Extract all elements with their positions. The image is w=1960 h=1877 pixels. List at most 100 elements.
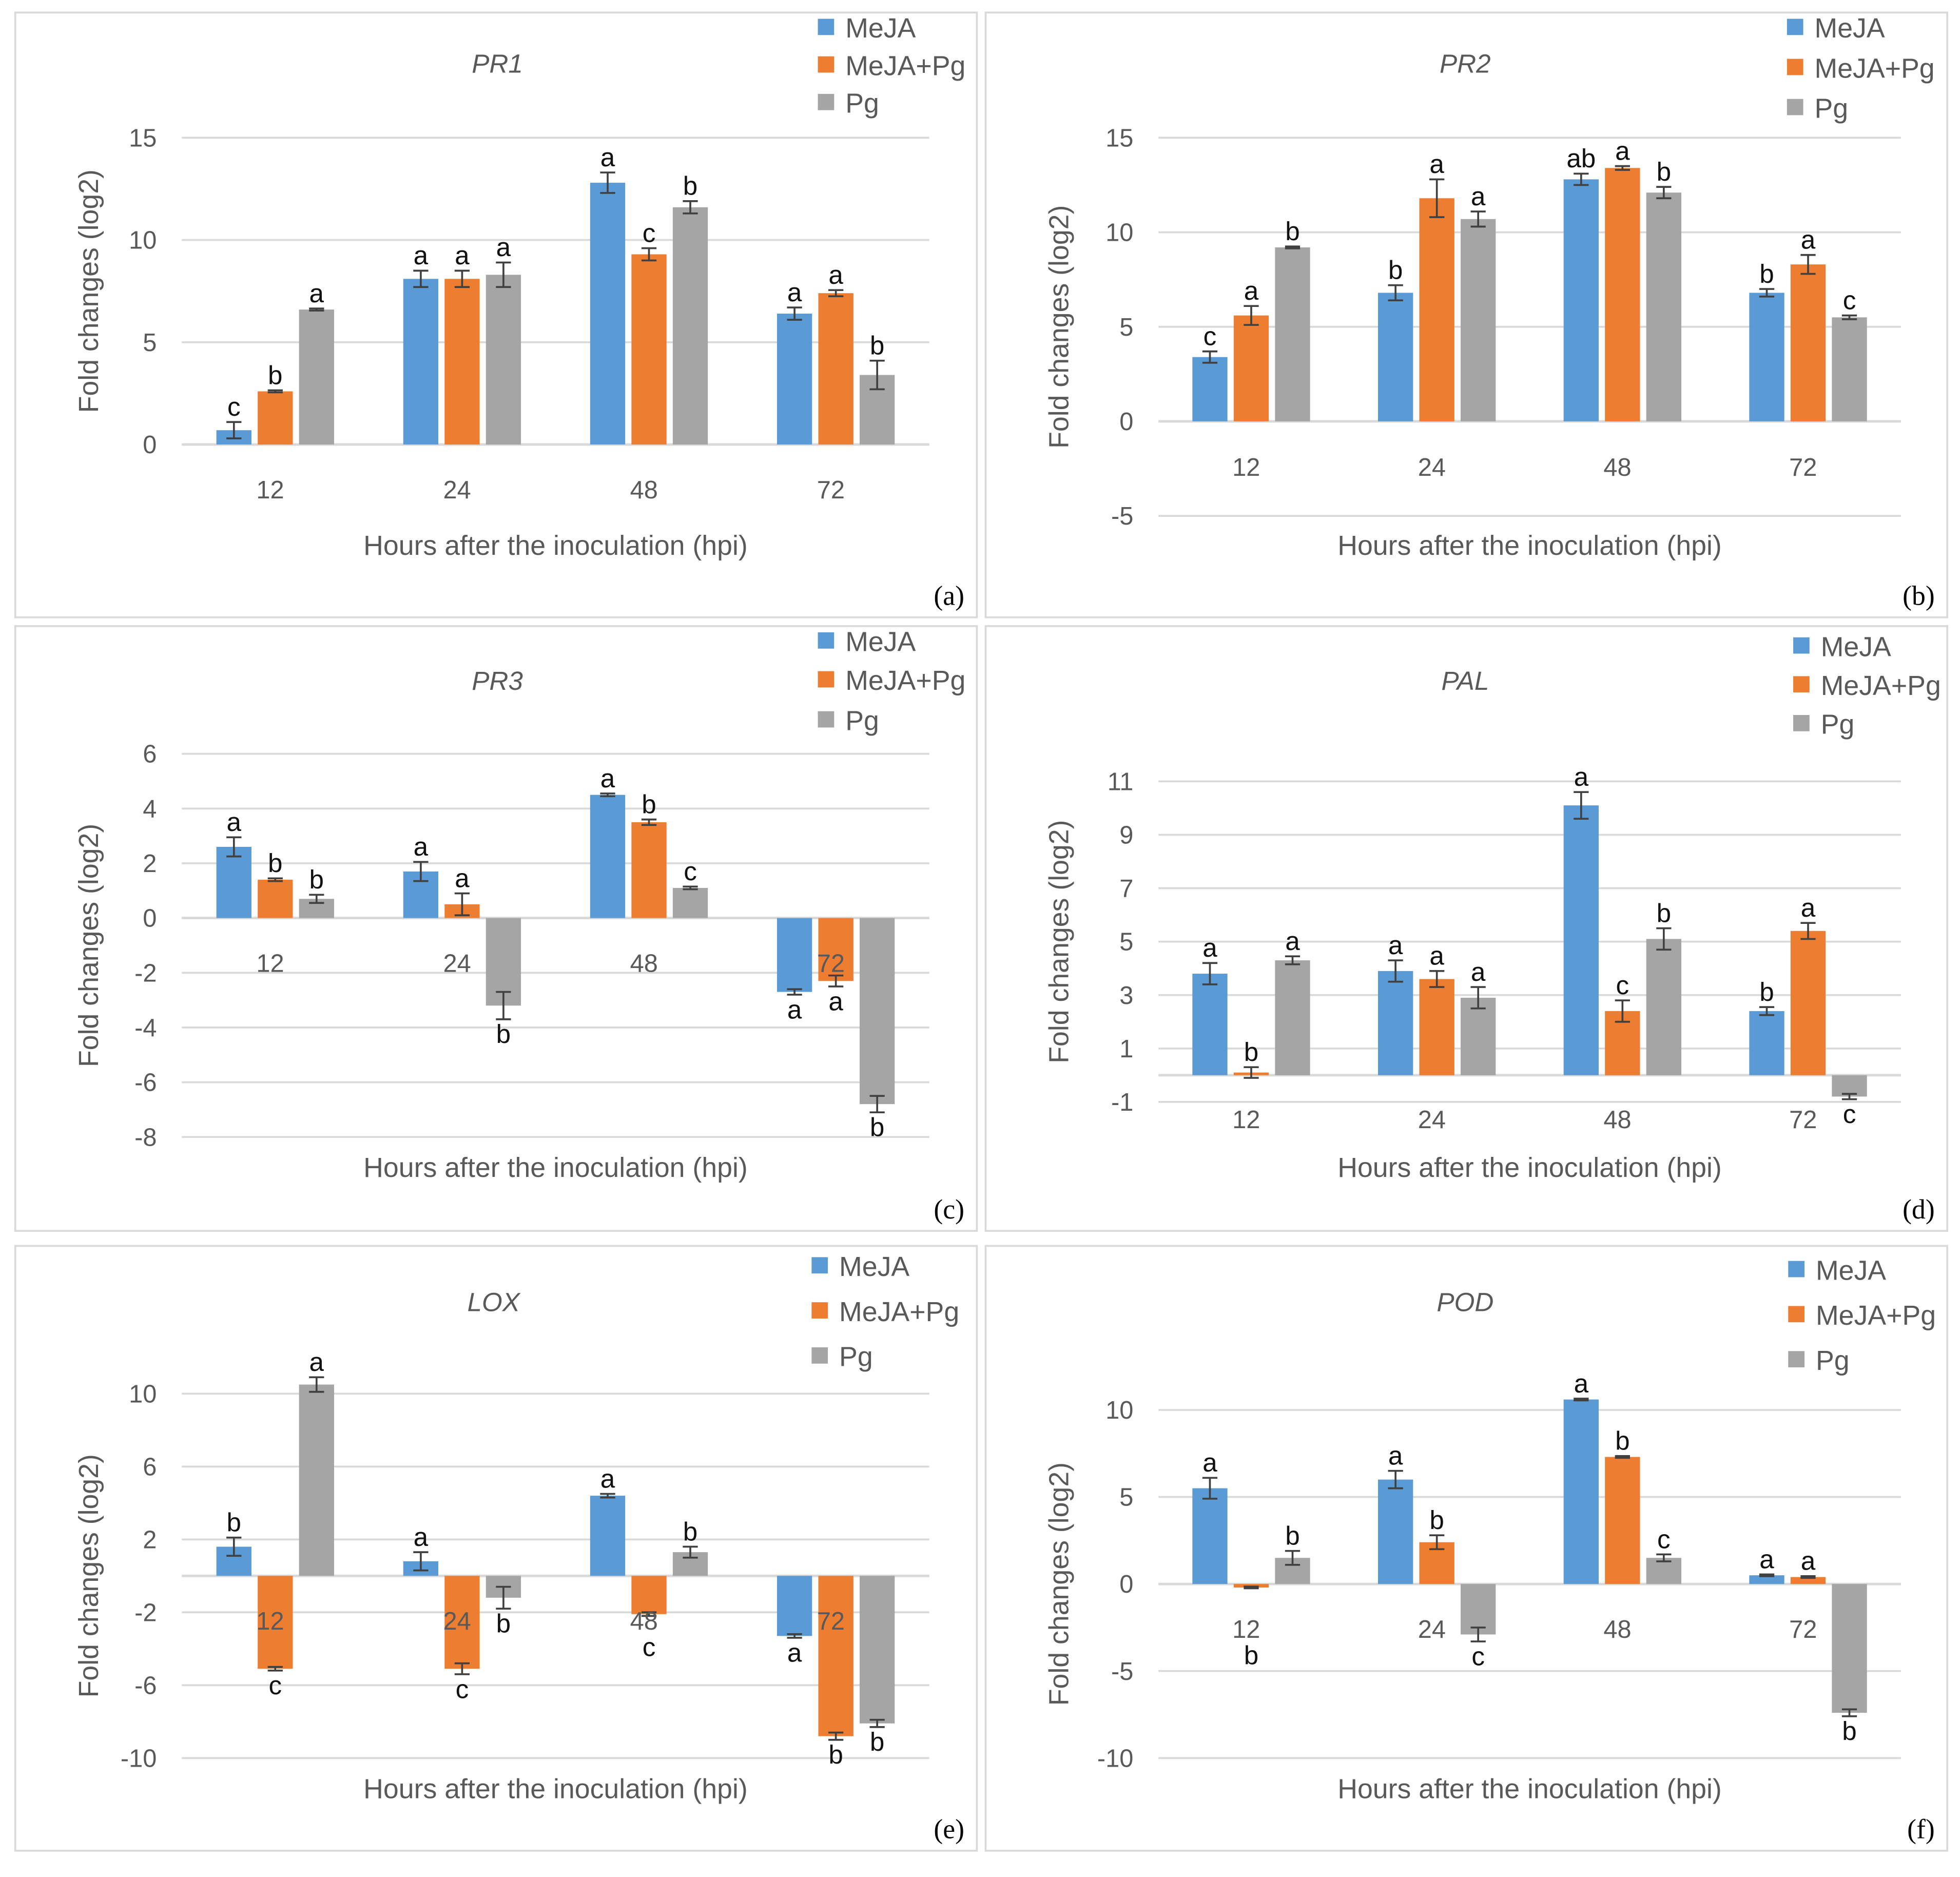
legend-entry: Pg <box>839 1342 873 1372</box>
x-axis-label: Hours after the inoculation (hpi) <box>1337 1773 1722 1804</box>
x-tick-label: 72 <box>817 476 845 504</box>
bar-pg-72 <box>1832 317 1867 421</box>
legend-swatch <box>1788 1261 1804 1278</box>
bar-meja-48 <box>590 183 626 445</box>
y-tick-label: -4 <box>134 1014 157 1042</box>
bar-meja-pg-72 <box>818 918 853 981</box>
significance-letter: a <box>1574 762 1589 791</box>
y-tick-label: 0 <box>1119 408 1133 436</box>
bar-meja-24 <box>1377 1479 1413 1584</box>
legend-entry: MeJA <box>845 627 916 657</box>
y-tick-label: 15 <box>1105 124 1133 152</box>
y-tick-label: -1 <box>1111 1089 1133 1116</box>
legend-swatch <box>1787 18 1803 35</box>
significance-letter: a <box>828 260 843 289</box>
legend-swatch <box>811 1257 828 1274</box>
panel-border <box>984 625 1948 1232</box>
y-tick-label: 15 <box>129 124 157 152</box>
y-axis-label: Fold changes (log2) <box>1043 205 1074 449</box>
significance-letter: b <box>1657 898 1672 927</box>
legend-swatch <box>818 632 835 649</box>
significance-letter: a <box>414 241 429 270</box>
bar-pg-12 <box>1275 247 1310 421</box>
legend-entry: MeJA <box>1816 1255 1886 1286</box>
bar-meja-24 <box>1377 293 1413 421</box>
x-tick-label: 24 <box>443 476 471 504</box>
x-tick-label: 72 <box>817 1608 845 1635</box>
x-tick-label: 12 <box>1232 454 1260 481</box>
y-tick-label: -10 <box>1097 1745 1134 1772</box>
bar-pg-24 <box>486 275 521 445</box>
chart-title: POD <box>1437 1287 1493 1317</box>
legend-swatch <box>818 711 835 728</box>
y-tick-label: 5 <box>1119 314 1133 341</box>
x-axis-label: Hours after the inoculation (hpi) <box>363 530 748 561</box>
significance-letter: b <box>227 1508 242 1537</box>
y-tick-label: 6 <box>143 741 157 768</box>
significance-letter: b <box>1657 157 1672 186</box>
significance-letter: c <box>268 1671 282 1700</box>
x-tick-label: 48 <box>1603 1616 1631 1643</box>
panel-label: (f) <box>1907 1813 1935 1844</box>
significance-letter: a <box>1801 893 1816 922</box>
bar-meja-pg-24 <box>1419 198 1454 421</box>
y-tick-label: 2 <box>143 850 157 878</box>
bar-meja-72 <box>777 1576 812 1636</box>
significance-letter: a <box>227 807 242 837</box>
bar-pg-12 <box>299 1384 334 1576</box>
legend-entry: MeJA <box>1821 631 1891 662</box>
panel-label: (c) <box>934 1194 964 1225</box>
significance-letter: a <box>1615 136 1630 165</box>
legend-entry: MeJA <box>845 13 916 44</box>
legend-entry: Pg <box>1821 709 1855 740</box>
y-axis-label: Fold changes (log2) <box>73 1454 104 1697</box>
x-tick-label: 24 <box>443 950 471 977</box>
bar-meja-12 <box>1192 974 1228 1075</box>
chart-title: PR2 <box>1440 49 1491 78</box>
y-tick-label: 10 <box>129 1380 157 1408</box>
bar-meja-72 <box>777 314 812 445</box>
bar-meja-24 <box>403 279 439 445</box>
significance-letter: b <box>1285 217 1300 246</box>
legend-entry: Pg <box>1815 93 1849 124</box>
bar-pg-24 <box>1461 219 1496 421</box>
legend-entry: Pg <box>845 705 879 736</box>
bar-pg-48 <box>672 207 708 445</box>
bar-meja-12 <box>1192 1488 1228 1584</box>
significance-letter: c <box>1616 971 1629 1000</box>
bar-pg-48 <box>1646 192 1681 421</box>
significance-letter: c <box>1471 1641 1485 1671</box>
bar-meja-pg-24 <box>1419 979 1454 1075</box>
significance-letter: c <box>456 1674 469 1704</box>
significance-letter: a <box>1471 182 1486 211</box>
panel-border <box>984 1245 1948 1852</box>
significance-letter: a <box>600 764 615 793</box>
x-tick-label: 48 <box>1603 1106 1631 1134</box>
bar-pg-24 <box>1461 1584 1496 1635</box>
legend-swatch <box>818 56 835 73</box>
bar-meja-pg-48 <box>631 822 667 918</box>
legend-entry: MeJA+Pg <box>1815 53 1935 84</box>
legend-swatch <box>1793 676 1810 693</box>
x-axis-label: Hours after the inoculation (hpi) <box>1337 530 1722 561</box>
legend-entry: Pg <box>1816 1345 1850 1376</box>
y-tick-label: 9 <box>1119 821 1133 849</box>
legend-entry: MeJA <box>839 1251 909 1282</box>
bar-meja-pg-48 <box>631 254 667 445</box>
y-tick-label: -2 <box>134 1599 157 1627</box>
significance-letter: a <box>496 233 511 262</box>
significance-letter: c <box>1657 1524 1671 1554</box>
legend-entry: MeJA+Pg <box>845 50 965 81</box>
y-axis-label: Fold changes (log2) <box>73 169 104 413</box>
y-tick-label: -6 <box>134 1069 157 1097</box>
y-tick-label: 10 <box>1105 1397 1133 1424</box>
chart-title: PR1 <box>472 49 523 78</box>
significance-letter: b <box>1842 1716 1857 1746</box>
significance-letter: b <box>1244 1037 1259 1067</box>
